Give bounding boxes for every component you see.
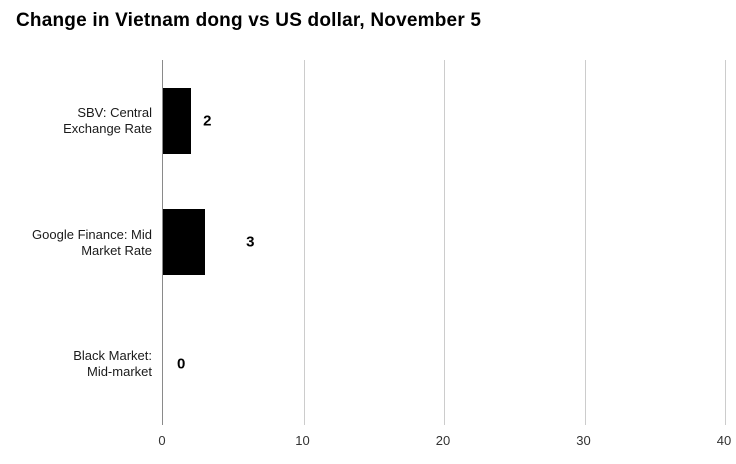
bar-row: 0 (163, 303, 725, 425)
plot-area: 2 3 0 (162, 60, 726, 425)
x-axis-tick-labels: 0 10 20 30 40 (158, 433, 731, 453)
x-tick-label: 10 (295, 433, 310, 448)
value-label: 3 (246, 233, 255, 251)
bar-row: 3 (163, 182, 725, 304)
category-label: SBV: Central Exchange Rate (63, 104, 152, 136)
x-tick-label: 0 (158, 433, 166, 448)
x-tick-label: 20 (435, 433, 451, 448)
value-label: 2 (203, 112, 212, 130)
gridline (444, 60, 445, 425)
bar-row: 2 (163, 60, 725, 182)
x-tick-label: 40 (716, 433, 732, 448)
gridline (725, 60, 726, 425)
category-label: Google Finance: Mid Market Rate (32, 226, 152, 258)
gridline (584, 60, 586, 425)
bar (163, 209, 206, 276)
page-title: Change in Vietnam dong vs US dollar, Nov… (16, 10, 482, 31)
x-tick-label: 30 (576, 433, 591, 448)
value-label: 0 (177, 355, 186, 373)
category-label: Black Market: Mid-market (73, 347, 152, 380)
bar (163, 87, 192, 154)
gridline (303, 60, 305, 425)
y-axis-labels: SBV: Central Exchange Rate Google Finance… (0, 60, 152, 425)
